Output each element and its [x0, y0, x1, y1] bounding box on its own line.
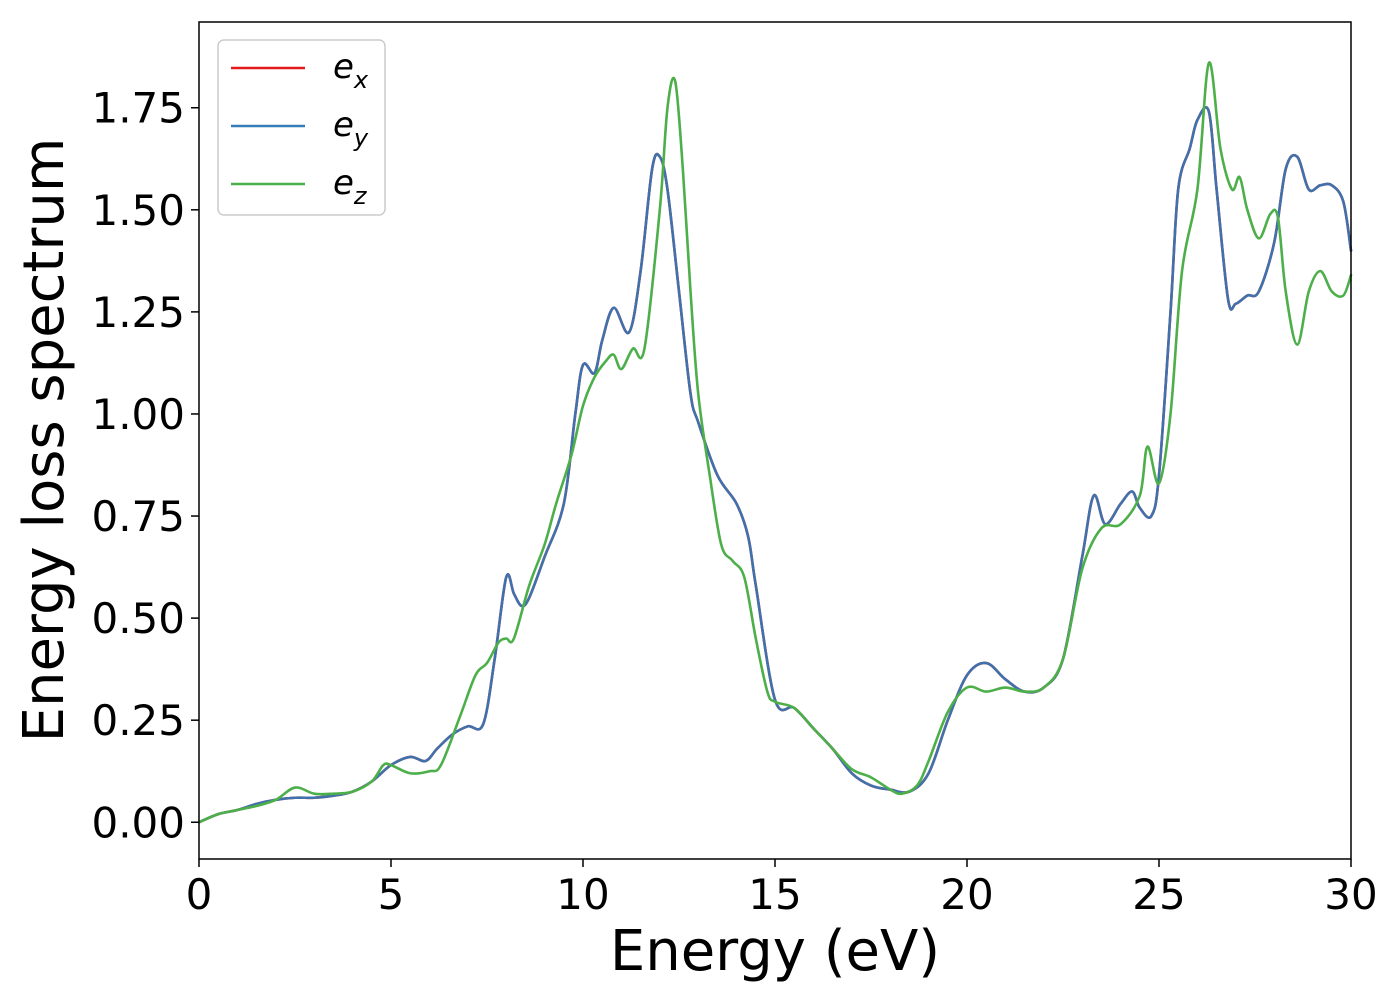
x-axis-title: Energy (eV) [610, 919, 940, 984]
plot-background [199, 22, 1351, 859]
y-tick-label: 0.00 [91, 798, 185, 847]
y-tick-label: 1.75 [91, 84, 185, 133]
x-tick-label: 0 [186, 870, 213, 919]
x-tick-label: 25 [1132, 870, 1185, 919]
y-tick-label: 1.00 [91, 390, 185, 439]
y-tick-label: 1.25 [91, 288, 185, 337]
legend-label-y: ey [333, 105, 369, 152]
y-tick-label: 0.50 [91, 594, 185, 643]
x-tick-label: 10 [556, 870, 609, 919]
series-layer [197, 61, 1353, 824]
y-tick-label: 0.25 [91, 696, 185, 745]
x-tick-label: 5 [378, 870, 405, 919]
x-tick-label: 15 [748, 870, 801, 919]
y-tick-label: 0.75 [91, 492, 185, 541]
y-tick-label: 1.50 [91, 186, 185, 235]
series-line-ez [197, 61, 1353, 824]
x-axis-ticks: 0 5 10 15 20 25 30 [186, 859, 1378, 919]
legend-box [217, 39, 386, 216]
y-axis-ticks: 0.00 0.25 0.50 0.75 1.00 1.25 1.50 1.75 [91, 84, 199, 847]
x-tick-label: 20 [940, 870, 993, 919]
y-axis-title: Energy loss spectrum [12, 138, 77, 743]
x-tick-label: 30 [1324, 870, 1377, 919]
